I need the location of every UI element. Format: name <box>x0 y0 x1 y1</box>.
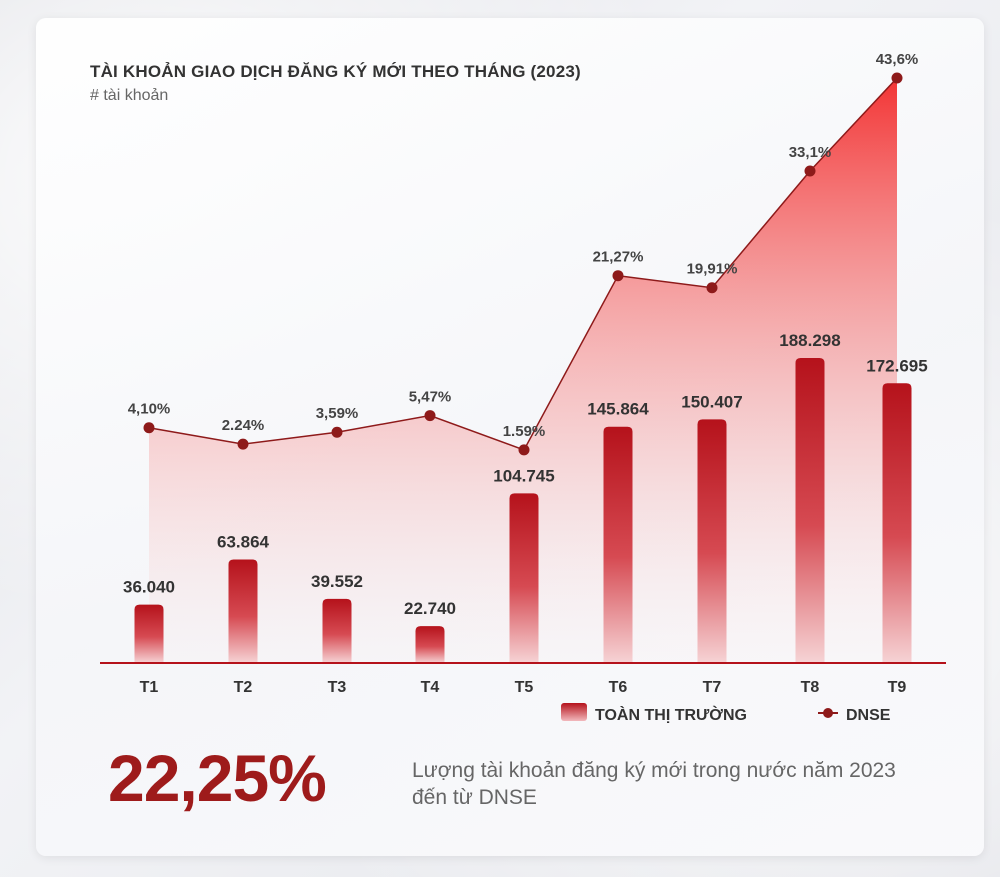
bar-value-label-T7: 150.407 <box>681 392 742 411</box>
dnse-value-label-T5: 1.59% <box>503 423 546 440</box>
dnse-point-T3 <box>331 426 343 438</box>
dnse-point-T6 <box>612 270 624 282</box>
dnse-point-T1 <box>143 422 155 434</box>
bar-value-label-T2: 63.864 <box>217 533 270 552</box>
dnse-value-label-T4: 5,47% <box>409 389 452 406</box>
dnse-value-label-T9: 43,6% <box>876 51 919 68</box>
x-tick-label-T7: T7 <box>703 679 722 696</box>
highlight-value: 22,25% <box>108 741 327 815</box>
x-tick-label-T4: T4 <box>421 679 440 696</box>
bar-T7 <box>697 419 727 663</box>
highlight-caption: Lượng tài khoản đăng ký mới trong nước n… <box>412 759 896 809</box>
x-tick-label-T3: T3 <box>328 679 347 696</box>
chart-subtitle: # tài khoản <box>90 87 169 104</box>
x-tick-label-T6: T6 <box>609 679 628 696</box>
dnse-point-T4 <box>424 410 436 422</box>
bar-value-label-T1: 36.040 <box>123 578 175 597</box>
x-tick-label-T2: T2 <box>234 679 253 696</box>
dnse-point-T8 <box>804 165 816 177</box>
bar-T4 <box>415 626 445 663</box>
bar-value-label-T6: 145.864 <box>587 400 649 419</box>
x-tick-label-T5: T5 <box>515 679 534 696</box>
x-tick-label-T9: T9 <box>888 679 907 696</box>
legend-swatch-market <box>561 703 587 721</box>
bar-T2 <box>228 559 258 663</box>
bar-layer <box>134 358 912 663</box>
dnse-value-label-T6: 21,27% <box>593 249 644 266</box>
label-layer: 36.040 63.864 39.552 22.740 104.745 145.864 15… <box>123 51 928 618</box>
dnse-value-label-T8: 33,1% <box>789 144 832 161</box>
dnse-point-T7 <box>706 282 718 294</box>
dnse-point-T9 <box>891 72 903 84</box>
dnse-value-label-T2: 2.24% <box>222 417 265 434</box>
bar-value-label-T4: 22.740 <box>404 599 456 618</box>
legend-label-market: TOÀN THỊ TRƯỜNG <box>595 705 747 724</box>
bar-value-label-T5: 104.745 <box>493 466 554 485</box>
dnse-line-layer <box>143 72 903 456</box>
bar-value-label-T3: 39.552 <box>311 572 363 591</box>
chart-title: TÀI KHOẢN GIAO DỊCH ĐĂNG KÝ MỚI THEO THÁ… <box>90 62 581 81</box>
dnse-point-T5 <box>518 444 530 456</box>
axis-layer: T1 T2 T3 T4 T5 T6 T7 T8 T9 <box>100 662 946 696</box>
legend: TOÀN THỊ TRƯỜNG DNSE <box>561 703 891 724</box>
bar-T3 <box>322 598 352 663</box>
bar-value-label-T8: 188.298 <box>779 331 840 350</box>
legend-marker-dnse <box>823 708 833 718</box>
dnse-value-label-T7: 19,91% <box>687 261 738 278</box>
bar-T5 <box>509 493 539 663</box>
bar-T1 <box>134 604 164 663</box>
bar-T9 <box>882 383 912 663</box>
dnse-point-T2 <box>237 438 249 450</box>
dnse-value-label-T3: 3,59% <box>316 405 359 422</box>
x-tick-label-T8: T8 <box>801 679 820 696</box>
bar-T8 <box>795 358 825 663</box>
legend-label-dnse: DNSE <box>846 707 891 724</box>
bar-T6 <box>603 426 633 663</box>
bar-value-label-T9: 172.695 <box>866 356 927 375</box>
dnse-value-label-T1: 4,10% <box>128 401 171 418</box>
x-tick-label-T1: T1 <box>140 679 159 696</box>
